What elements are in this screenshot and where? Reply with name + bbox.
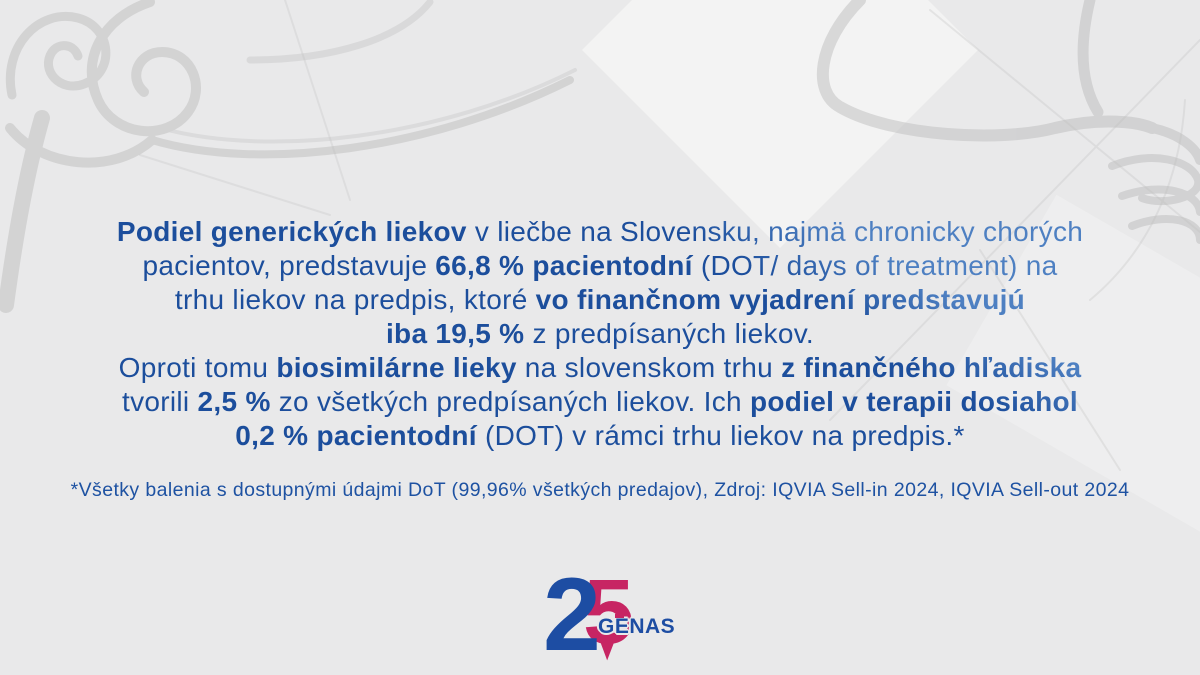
- footnote-source: *Všetky balenia s dostupnými údajmi DoT …: [70, 479, 1130, 501]
- statement-text-segment: zo všetkých predpísaných liekov. Ich: [270, 386, 750, 417]
- statement-bold-segment: vo finančnom vyjadrení predstavujú: [535, 284, 1026, 315]
- logo-digit-2: 2: [543, 557, 601, 673]
- genas-25th-anniversary-logo: 5 2 GENAS: [543, 561, 683, 668]
- logo-accent-dash-icon: [615, 614, 624, 618]
- statement-text-segment: Oproti tomu: [118, 352, 277, 383]
- statement-text-segment: z predpísaných liekov.: [524, 318, 815, 349]
- statement-text-segment: v liečbe na Slovensku, najmä chronicky c…: [466, 216, 1084, 247]
- statement-line: trhu liekov na predpis, ktoré vo finančn…: [0, 283, 1200, 317]
- statement-line: Oproti tomu biosimilárne lieky na sloven…: [0, 351, 1200, 385]
- statement-text-segment: (DOT) v rámci trhu liekov na predpis.*: [476, 420, 965, 451]
- logo-digit-5: 5: [583, 561, 635, 663]
- statement-text-segment: tvorili: [122, 386, 198, 417]
- statement-bold-segment: 2,5 %: [197, 386, 271, 417]
- statement-text-segment: na slovenskom trhu: [516, 352, 782, 383]
- statement-bold-segment: podiel v terapii dosiahol: [749, 386, 1078, 417]
- statement-bold-segment: 0,2 % pacientodní: [235, 420, 477, 451]
- statement-bold-segment: Podiel generických liekov: [116, 216, 467, 247]
- statement-text-segment: pacientov, predstavuje: [142, 250, 436, 281]
- statement-line: iba 19,5 % z predpísaných liekov.: [0, 317, 1200, 351]
- statement-line: Podiel generických liekov v liečbe na Sl…: [0, 215, 1200, 249]
- statement-line: tvorili 2,5 % zo všetkých predpísaných l…: [0, 385, 1200, 419]
- statement-line: 0,2 % pacientodní (DOT) v rámci trhu lie…: [0, 419, 1200, 453]
- logo-brand-genas: GENAS: [598, 615, 676, 638]
- main-statement: Podiel generických liekov v liečbe na Sl…: [0, 215, 1200, 453]
- paper-highlight-patch: [582, 0, 978, 248]
- statement-text-segment: (DOT/ days of treatment) na: [692, 250, 1058, 281]
- statement-text-segment: trhu liekov na predpis, ktoré: [174, 284, 536, 315]
- statement-bold-segment: iba 19,5 %: [385, 318, 525, 349]
- statement-bold-segment: z finančného hľadiska: [781, 352, 1082, 383]
- statement-bold-segment: 66,8 % pacientodní: [435, 250, 693, 281]
- statement-bold-segment: biosimilárne lieky: [276, 352, 517, 383]
- statement-line: pacientov, predstavuje 66,8 % pacientodn…: [0, 249, 1200, 283]
